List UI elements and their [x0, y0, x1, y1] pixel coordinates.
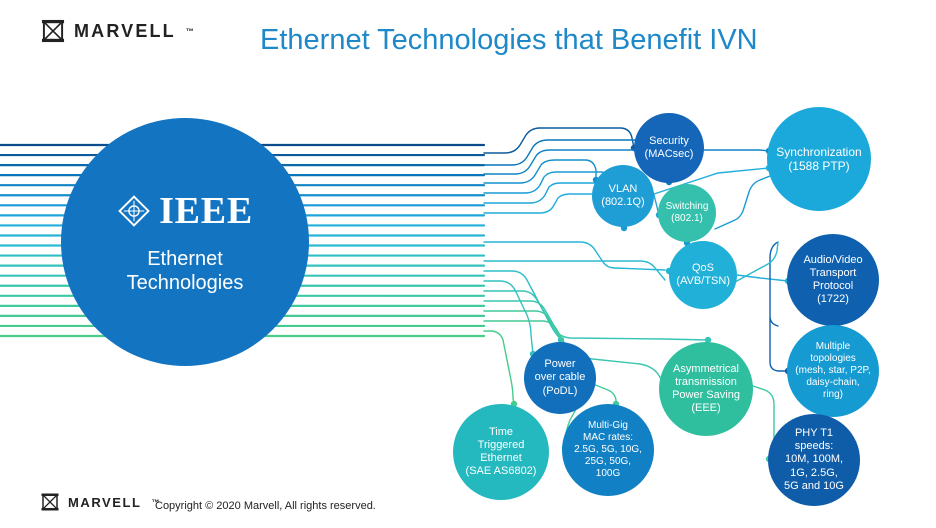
bubble-switching: Switching(802.1) — [658, 184, 716, 242]
ieee-subtitle: Ethernet Technologies — [127, 247, 244, 295]
bubble-label: Powerover cable(PoDL) — [535, 358, 586, 398]
ieee-logo-row: IEEE — [117, 189, 253, 233]
bubble-label: Multi-GigMAC rates:2.5G, 5G, 10G,25G, 50… — [574, 420, 642, 480]
bubble-eee: AsymmetricaltransmissionPower Saving(EEE… — [659, 342, 753, 436]
bubble-label: QoS(AVB/TSN) — [676, 262, 729, 288]
brand-text-footer: MARVELL — [68, 495, 142, 510]
bubble-label: PHY T1 speeds:10M, 100M,1G, 2.5G,5G and … — [776, 427, 852, 493]
bubble-security: Security(MACsec) — [634, 113, 704, 183]
bubble-podl: Powerover cable(PoDL) — [524, 342, 596, 414]
bubble-label: Security(MACsec) — [645, 135, 694, 161]
ieee-diamond-icon — [117, 194, 151, 228]
bubble-mac: Multi-GigMAC rates:2.5G, 5G, 10G,25G, 50… — [562, 404, 654, 496]
bubble-label: VLAN(802.1Q) — [601, 183, 644, 209]
bubble-tte: TimeTriggeredEthernet(SAE AS6802) — [453, 404, 549, 500]
bubble-topo: Multipletopologies(mesh, star, P2P,daisy… — [787, 325, 879, 417]
brand-logo-top: MARVELL ™ — [40, 18, 194, 44]
brand-mark-icon — [40, 18, 66, 44]
main-node-ieee: IEEE Ethernet Technologies — [61, 118, 309, 366]
bubble-label: Synchronization(1588 PTP) — [776, 145, 861, 174]
brand-logo-bottom: MARVELL™ — [40, 492, 160, 512]
slide-title: Ethernet Technologies that Benefit IVN — [260, 24, 758, 57]
bubble-avtp: Audio/VideoTransportProtocol(1722) — [787, 234, 879, 326]
bubble-sync: Synchronization(1588 PTP) — [767, 107, 871, 211]
bubble-label: Audio/VideoTransportProtocol(1722) — [803, 254, 862, 307]
bubble-label: AsymmetricaltransmissionPower Saving(EEE… — [672, 363, 740, 416]
copyright-footer: Copyright © 2020 Marvell, All rights res… — [155, 500, 376, 512]
bubble-label: Multipletopologies(mesh, star, P2P,daisy… — [795, 341, 871, 401]
bubble-label: TimeTriggeredEthernet(SAE AS6802) — [466, 426, 537, 479]
diagram-stage: IEEE Ethernet Technologies Security(MACs… — [0, 0, 936, 528]
ieee-text: IEEE — [159, 189, 253, 233]
brand-text: MARVELL — [74, 21, 176, 42]
tm-mark: ™ — [186, 27, 194, 36]
bubble-qos: QoS(AVB/TSN) — [669, 241, 737, 309]
bubble-label: Switching(802.1) — [666, 201, 709, 225]
brand-mark-icon — [40, 492, 60, 512]
bubble-phy: PHY T1 speeds:10M, 100M,1G, 2.5G,5G and … — [768, 414, 860, 506]
bubble-vlan: VLAN(802.1Q) — [592, 165, 654, 227]
